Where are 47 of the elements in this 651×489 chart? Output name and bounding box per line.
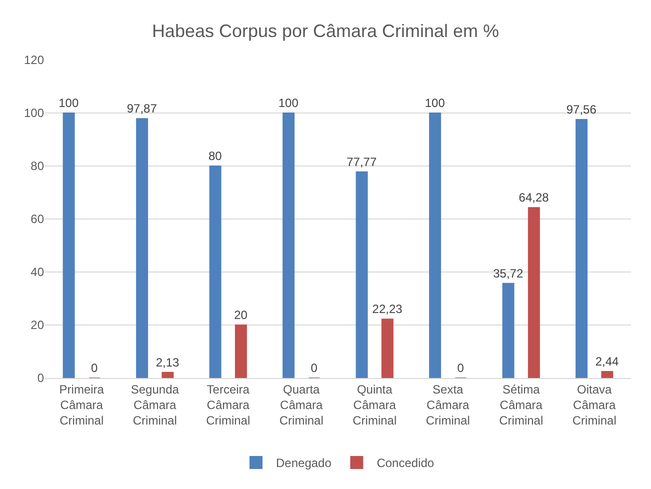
bar [282,112,295,378]
x-tick-label: Segunda Câmara Criminal [130,382,180,428]
x-tick-label: Sexta Câmara Criminal [426,382,470,428]
legend-label: Concedido [376,456,434,470]
y-tick-label: 80 [30,159,44,174]
bar [576,118,588,378]
y-tick-label: 60 [30,212,44,226]
chart-title: Habeas Corpus por Câmara Criminal em % [152,21,500,42]
bar [209,166,222,378]
bar [429,112,442,378]
y-tick-label: 100 [24,106,44,120]
data-label: 64,28 [518,190,550,205]
y-tick-label: 120 [24,53,44,68]
y-tick-label: 20 [30,318,44,332]
bar [381,318,394,378]
y-tick-label: 40 [30,265,44,280]
bar [601,371,614,378]
data-label: 35,72 [493,266,524,280]
x-tick-label: Quinta Câmara Criminal [352,382,397,428]
data-label: 22,23 [372,302,403,316]
bar [234,324,247,378]
data-label: 0 [90,361,98,375]
data-label: 0 [310,361,318,375]
data-label: 2,44 [595,354,620,369]
data-label: 100 [278,96,299,110]
data-label: 100 [58,96,79,110]
x-tick-label: Sétima Câmara Criminal [499,382,544,428]
data-label: 97,87 [126,102,158,116]
bar [162,372,174,378]
x-tick-label: Primeira Câmara Criminal [59,382,104,428]
x-tick-label: Oitava Câmara Criminal [572,382,616,428]
x-tick-label: Terceira Câmara Criminal [206,382,250,428]
data-label: 2,13 [156,355,180,370]
bar [136,118,148,378]
data-label: 0 [457,361,464,375]
data-label: 80 [208,149,222,163]
legend-label: Denegado [276,456,332,470]
bar [356,171,368,378]
bar [62,112,75,378]
bar [528,207,540,378]
data-label: 20 [234,308,248,322]
x-tick-label: Quarta Câmara Criminal [279,382,324,428]
data-label: 100 [424,96,446,110]
data-label: 97,56 [566,102,597,116]
data-label: 77,77 [346,154,377,169]
bar [502,282,514,378]
y-tick-label: 0 [37,371,44,386]
